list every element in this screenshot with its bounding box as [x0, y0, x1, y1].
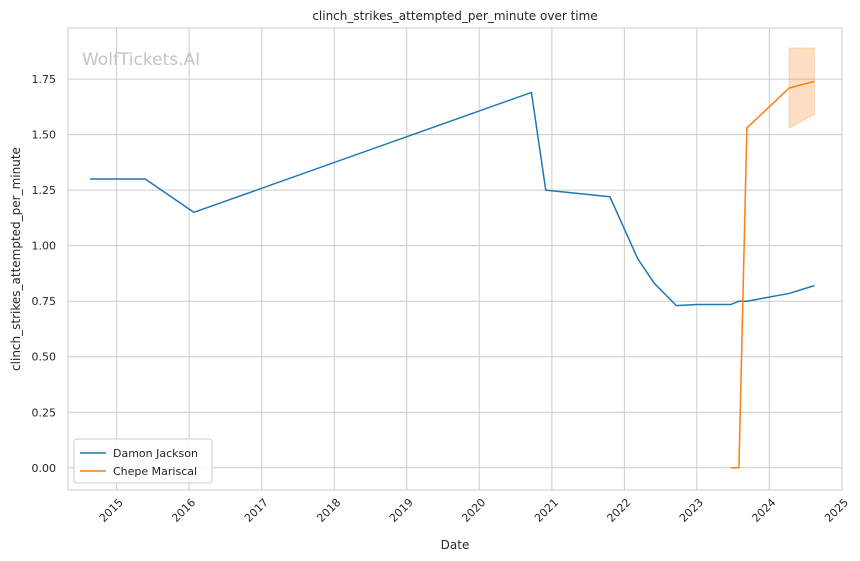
y-tick-label: 0.75 — [32, 295, 57, 308]
x-tick-label: 2021 — [532, 496, 561, 525]
y-tick-label: 1.25 — [32, 184, 57, 197]
series-line — [730, 80, 815, 469]
confidence-bands — [788, 47, 815, 129]
x-tick-label: 2022 — [605, 496, 634, 525]
plot-frame — [67, 27, 843, 491]
y-tick-label: 1.00 — [32, 240, 57, 253]
x-tick-label: 2017 — [242, 496, 271, 525]
legend-label: Damon Jackson — [113, 447, 198, 460]
x-tick-label: 2016 — [169, 496, 198, 525]
x-tick-label: 2020 — [459, 496, 488, 525]
legend: Damon Jackson Chepe Mariscal — [73, 438, 213, 484]
y-tick-label: 0.00 — [32, 462, 57, 475]
x-tick-label: 2025 — [822, 496, 851, 525]
x-tick-label: 2015 — [97, 496, 126, 525]
y-tick-label: 1.50 — [32, 129, 57, 142]
legend-box — [73, 438, 213, 484]
y-axis-title: clinch_strikes_attempted_per_minute — [9, 147, 23, 371]
x-tick-label: 2019 — [387, 496, 416, 525]
y-tick-label: 0.25 — [32, 406, 57, 419]
x-tick-label: 2024 — [749, 496, 778, 525]
x-tick-label: 2023 — [677, 496, 706, 525]
legend-label: Chepe Mariscal — [113, 465, 197, 478]
y-tick-label: 0.50 — [32, 351, 57, 364]
x-tick-label: 2018 — [314, 496, 343, 525]
chart-title: clinch_strikes_attempted_per_minute over… — [312, 9, 597, 23]
y-tick-label: 1.75 — [32, 73, 57, 86]
confidence-band — [788, 47, 815, 129]
x-axis-title: Date — [441, 538, 470, 552]
x-tick-labels: 2015 2016 2017 2018 2019 2020 2021 2022 2023 2024… — [97, 496, 851, 525]
watermark: WolfTickets.AI — [82, 50, 200, 70]
series-lines — [90, 80, 815, 469]
series-line — [90, 91, 815, 307]
y-tick-labels: 0.00 0.25 0.50 0.75 1.00 1.25 1.50 1.75 — [32, 73, 57, 475]
grid — [68, 28, 843, 490]
